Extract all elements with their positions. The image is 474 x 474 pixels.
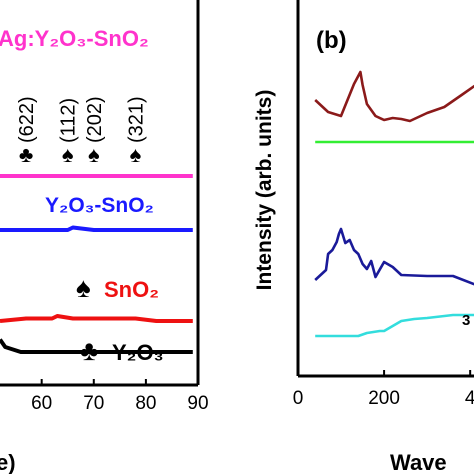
panel-b-x-tick-label: 200 [368, 388, 400, 409]
legend-y2o3: Y₂O₃ [112, 340, 164, 365]
peak-label-1: (112) [58, 98, 80, 143]
panel-a-plot-area: 60 70 80 90 [0, 0, 209, 414]
panel-b-annotation: 3 [462, 312, 470, 329]
legend-sno2-marker: ♠ [76, 272, 91, 303]
peak-label-0: (622) [16, 96, 38, 143]
peak-marker-0: ♣ [19, 142, 33, 167]
peak-marker-2: ♠ [88, 142, 100, 167]
peak-label-2: (202) [84, 96, 106, 143]
panel-b-x-tick-label: 4 [465, 388, 474, 409]
panel-a-x-axis-label: e) [0, 450, 16, 474]
spectrum-line-2 [314, 227, 474, 286]
panel-b-label: (b) [316, 27, 347, 54]
panel-b-plot-area: 0 200 4 [293, 0, 474, 409]
peak-marker-1: ♠ [62, 142, 74, 167]
spectrum-line-0 [314, 70, 474, 123]
legend-ag-y2o3-sno2: Ag:Y₂O₃-SnO₂ [0, 26, 149, 51]
panel-a-x-tick-label: 90 [187, 393, 208, 414]
spectrum-line-3 [315, 313, 474, 338]
legend-y2o3-sno2: Y₂O₃-SnO₂ [45, 194, 154, 217]
panel-b-x-axis-label: Wave [390, 450, 447, 474]
xrd-line-3 [0, 338, 193, 354]
legend-sno2: SnO₂ [104, 277, 159, 302]
panel-a-x-tick-label: 60 [31, 393, 52, 414]
panel-b-x-tick-label: 0 [293, 388, 304, 409]
legend-y2o3-marker: ♣ [80, 335, 98, 366]
panel-a-x-tick-label: 70 [83, 393, 104, 414]
panel-a: 60 70 80 90 Ag:Y₂O₃-SnO₂ (622) (112) (202) (32… [0, 0, 209, 474]
peak-marker-3: ♠ [130, 142, 142, 167]
xrd-line-2 [0, 314, 193, 323]
panel-b: Intensity (arb. units) 0 200 4 (b) 3 Wave [253, 0, 474, 474]
xrd-line-1 [0, 225, 193, 232]
panel-a-x-tick-label: 80 [135, 393, 156, 414]
panel-b-y-axis-label: Intensity (arb. units) [253, 90, 276, 291]
peak-label-3: (321) [126, 96, 148, 143]
peak-labels: (622) (112) (202) (321) ♣ ♠ ♠ ♠ [16, 96, 147, 167]
